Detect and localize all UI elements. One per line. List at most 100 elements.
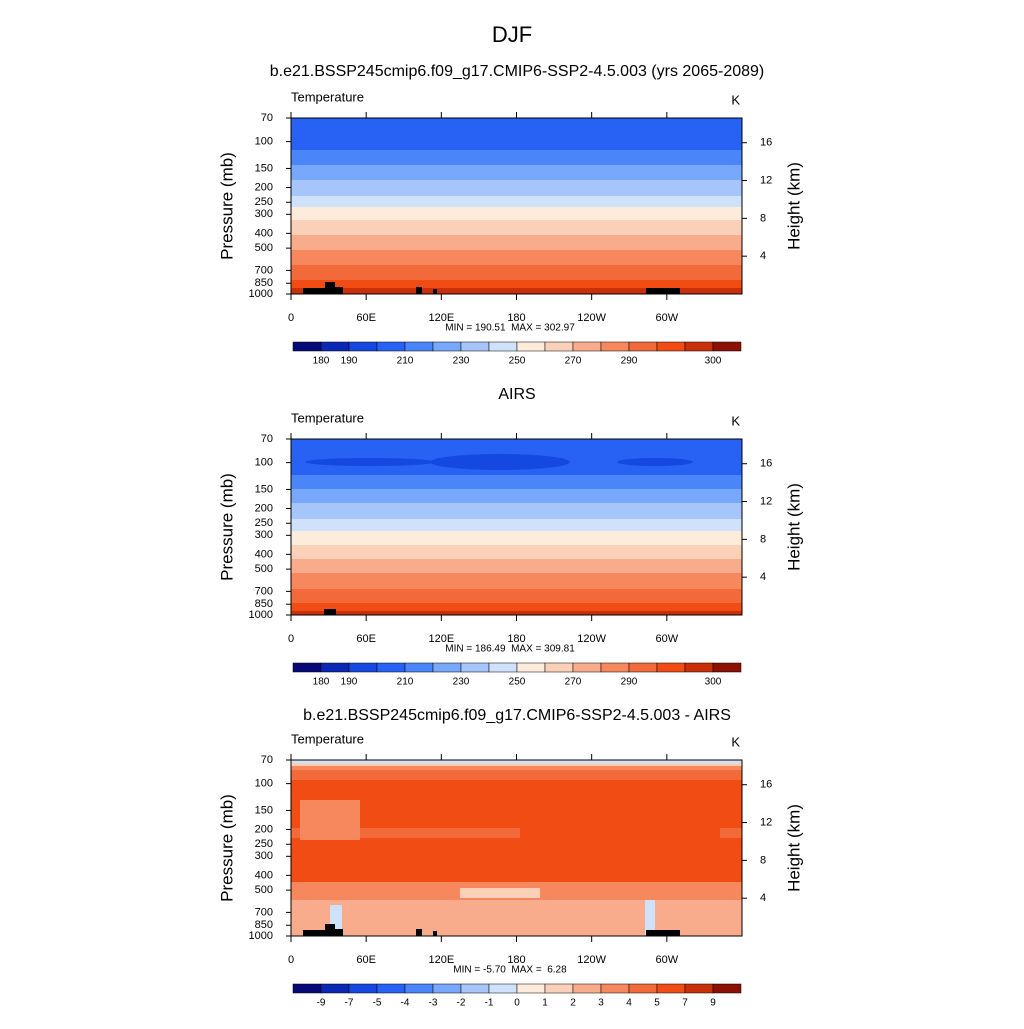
colorbar-box	[544, 983, 574, 994]
contour-fill	[291, 603, 742, 611]
panel-title: b.e21.BSSP245cmip6.f09_g17.CMIP6-SSP2-4.…	[303, 707, 731, 724]
colorbar-box	[516, 662, 546, 673]
contour-fill	[291, 235, 742, 250]
terrain	[324, 609, 336, 615]
min-max: MIN = 186.49 MAX = 309.81	[445, 644, 575, 655]
contour-fill	[291, 118, 742, 150]
terrain	[416, 929, 422, 936]
panel: b.e21.BSSP245cmip6.f09_g17.CMIP6-SSP2-4.…	[217, 63, 803, 366]
contour-fill	[291, 489, 742, 503]
contour-fill	[305, 458, 435, 466]
x-tick-label: 120E	[428, 312, 454, 324]
colorbar-box	[712, 662, 742, 673]
x-tick-label: 120E	[428, 954, 454, 966]
contour-fill	[291, 760, 742, 763]
x-tick-label: 180	[507, 312, 525, 324]
y2-tick-label: 16	[760, 779, 772, 791]
terrain	[416, 287, 422, 294]
x-tick-label: 120E	[428, 633, 454, 645]
y-tick-label: 100	[255, 457, 273, 469]
contour-fill	[291, 531, 742, 545]
y2-tick-label: 12	[760, 495, 772, 507]
colorbar-label: 230	[453, 677, 470, 688]
y-tick-label: 400	[255, 869, 273, 881]
contour-fill	[291, 207, 742, 220]
y2-axis-label: Height (km)	[784, 162, 803, 250]
colorbar-label: -9	[317, 998, 326, 1009]
terrain	[646, 288, 680, 294]
colorbar-box	[376, 662, 406, 673]
colorbar-label: -2	[457, 998, 466, 1009]
colorbar-label: 250	[509, 356, 526, 367]
y-tick-label: 150	[255, 804, 273, 816]
y-tick-label: 850	[255, 919, 273, 931]
contour-fill	[291, 573, 742, 589]
colorbar-label: -7	[345, 998, 354, 1009]
y2-tick-label: 16	[760, 458, 772, 470]
colorbar-label: 210	[397, 356, 414, 367]
colorbar-box	[656, 983, 686, 994]
colorbar-box	[656, 662, 686, 673]
colorbar-box	[544, 662, 574, 673]
x-tick-label: 60W	[656, 312, 679, 324]
colorbar-box	[656, 341, 686, 352]
contour-fill	[291, 265, 742, 280]
x-tick-label: 0	[288, 312, 294, 324]
colorbar-label: -1	[485, 998, 494, 1009]
y-tick-label: 500	[255, 563, 273, 575]
y-tick-label: 400	[255, 227, 273, 239]
contour-fill	[291, 150, 742, 165]
colorbar-box	[572, 341, 602, 352]
y-tick-label: 700	[255, 585, 273, 597]
colorbar-label: -5	[373, 998, 382, 1009]
colorbar-box	[572, 662, 602, 673]
colorbar-box	[376, 983, 406, 994]
colorbar-box	[488, 662, 518, 673]
colorbar-box	[404, 662, 434, 673]
x-tick-label: 120W	[577, 312, 606, 324]
colorbar-box	[404, 983, 434, 994]
y-tick-label: 500	[255, 242, 273, 254]
terrain	[433, 931, 437, 936]
colorbar-label: 270	[565, 356, 582, 367]
y-tick-label: 200	[255, 823, 273, 835]
x-tick-label: 60W	[656, 633, 679, 645]
y2-axis-label: Height (km)	[784, 483, 803, 571]
colorbar-box	[460, 983, 490, 994]
colorbar-box	[628, 983, 658, 994]
colorbar-label: 2	[570, 998, 576, 1009]
colorbar-box	[460, 662, 490, 673]
y-tick-label: 200	[255, 502, 273, 514]
min-max: MIN = -5.70 MAX = 6.28	[453, 965, 567, 976]
y-tick-label: 70	[261, 433, 273, 445]
panel-title: AIRS	[498, 386, 535, 403]
variable-label: Temperature	[291, 410, 364, 425]
contour-fill	[291, 180, 742, 196]
contour-fill	[291, 559, 742, 573]
y2-tick-label: 8	[760, 854, 766, 866]
colorbar-label: 190	[341, 356, 358, 367]
figure-title: DJF	[492, 22, 532, 47]
colorbar-box	[432, 341, 462, 352]
y-tick-label: 700	[255, 906, 273, 918]
min-max: MIN = 190.51 MAX = 302.97	[445, 323, 575, 334]
colorbar-label: 300	[705, 356, 722, 367]
colorbar-box	[432, 662, 462, 673]
x-tick-label: 180	[507, 954, 525, 966]
colorbar-box	[432, 983, 462, 994]
terrain	[335, 929, 343, 936]
terrain	[433, 289, 437, 294]
y2-tick-label: 8	[760, 212, 766, 224]
colorbar-box	[404, 341, 434, 352]
colorbar-box	[376, 341, 406, 352]
y-axis-label: Pressure (mb)	[217, 473, 236, 581]
colorbar-label: 180	[313, 356, 330, 367]
x-tick-label: 60E	[356, 633, 376, 645]
y-tick-label: 850	[255, 277, 273, 289]
y-tick-label: 300	[255, 208, 273, 220]
units-label: K	[731, 92, 740, 107]
y-tick-label: 1000	[249, 609, 273, 621]
y-tick-label: 1000	[249, 288, 273, 300]
y-tick-label: 1000	[249, 930, 273, 942]
